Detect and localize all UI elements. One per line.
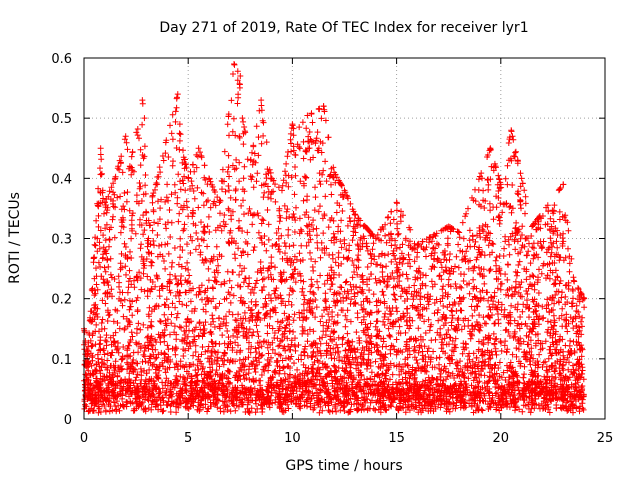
scatter-point [560, 181, 567, 188]
scatter-point [231, 61, 238, 68]
y-tick-label: 0.1 [51, 353, 72, 368]
x-axis-label: GPS time / hours [285, 458, 402, 474]
scatter-point [268, 175, 275, 182]
scatter-point [456, 229, 463, 236]
scatter-point [529, 223, 536, 230]
scatter-point [239, 115, 246, 122]
y-tick-label: 0 [64, 413, 72, 428]
data-points [81, 61, 588, 416]
x-tick-label: 20 [493, 431, 510, 446]
scatter-point [351, 211, 358, 218]
scatter-point [126, 163, 133, 170]
scatter-point [581, 295, 588, 302]
scatter-point [176, 121, 183, 128]
scatter-point [497, 181, 504, 188]
scatter-point [216, 199, 223, 206]
axis-ticks [83, 57, 606, 420]
scatter-point [258, 97, 265, 104]
scatter-point [143, 217, 150, 224]
scatter-point [331, 169, 338, 176]
y-tick-label: 0.5 [51, 112, 72, 127]
scatter-point [487, 145, 494, 152]
scatter-point [99, 187, 106, 194]
scatter-point [122, 133, 129, 140]
x-tick-label: 10 [284, 431, 301, 446]
scatter-point [185, 175, 192, 182]
scatter-point [85, 343, 92, 350]
scatter-point [174, 91, 181, 98]
scatter-point [237, 73, 244, 80]
scatter-point [289, 121, 296, 128]
scatter-point [112, 175, 119, 182]
scatter-point [101, 199, 108, 206]
scatter-point [97, 145, 104, 152]
scatter-point [206, 175, 213, 182]
scatter-point [414, 241, 421, 248]
scatter-point [445, 223, 452, 230]
scatter-point [320, 103, 327, 110]
x-tick-label: 15 [388, 431, 405, 446]
x-tick-label: 25 [597, 431, 614, 446]
y-tick-label: 0.3 [51, 233, 72, 248]
x-tick-label: 5 [184, 431, 192, 446]
scatter-point [139, 97, 146, 104]
x-tick-label: 0 [80, 431, 88, 446]
y-tick-label: 0.2 [51, 293, 72, 308]
scatter-point [141, 115, 148, 122]
scatter-point [393, 199, 400, 206]
scatter-point [508, 127, 515, 134]
chart-title: Day 271 of 2019, Rate Of TEC Index for r… [159, 20, 528, 36]
y-tick-label: 0.6 [51, 52, 72, 67]
x-tick-labels: 0 5 10 15 20 25 [80, 431, 613, 446]
scatter-point [247, 157, 254, 164]
scatter-point [278, 187, 285, 194]
scatter-point [518, 175, 525, 182]
y-tick-label: 0.4 [51, 172, 72, 187]
scatter-point [372, 235, 379, 242]
y-tick-labels: 0 0.1 0.2 0.3 0.4 0.5 0.6 [51, 52, 72, 428]
y-axis-label: ROTI / TECUs [7, 192, 23, 284]
scatter-point [195, 145, 202, 152]
scatter-point-cloud [81, 61, 588, 416]
scatter-point [341, 187, 348, 194]
scatter-point [570, 277, 577, 284]
